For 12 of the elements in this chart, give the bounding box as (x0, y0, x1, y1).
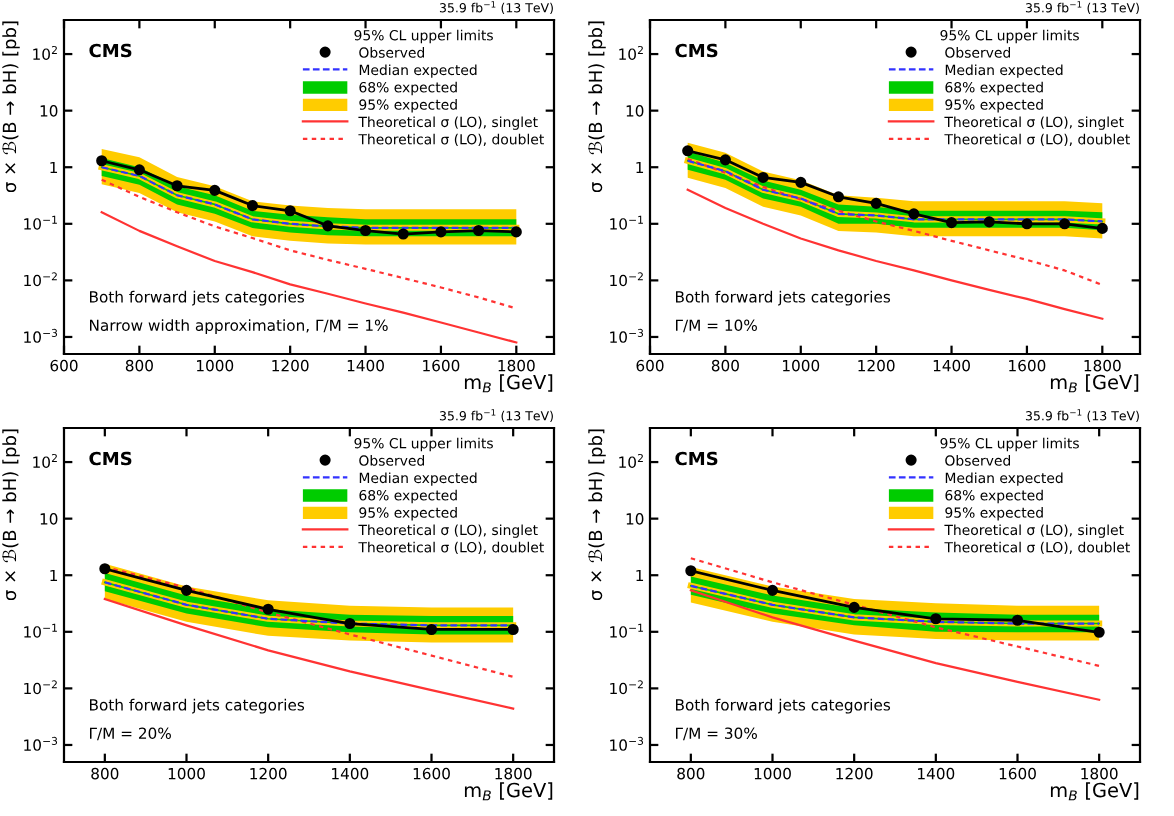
y-axis-title: σ × ℬ(B → bH) [pb] (2, 21, 20, 193)
x-axis-title: m$_{B}$ [GeV] (464, 782, 553, 801)
annotation: CMS (675, 451, 718, 466)
x-axis-title: m$_{B}$ [GeV] (1050, 374, 1139, 393)
x-axis-title: m$_{B}$ [GeV] (1050, 782, 1139, 801)
y-axis-title: σ × ℬ(B → bH) [pb] (588, 21, 606, 193)
y-axis-title: σ × ℬ(B → bH) [pb] (2, 429, 20, 601)
annotation: CMS (89, 451, 132, 466)
x-axis-title: m$_{B}$ [GeV] (464, 374, 553, 393)
annotation: CMS (675, 43, 718, 58)
y-axis-title: σ × ℬ(B → bH) [pb] (588, 429, 606, 601)
annotation: CMS (89, 43, 132, 58)
